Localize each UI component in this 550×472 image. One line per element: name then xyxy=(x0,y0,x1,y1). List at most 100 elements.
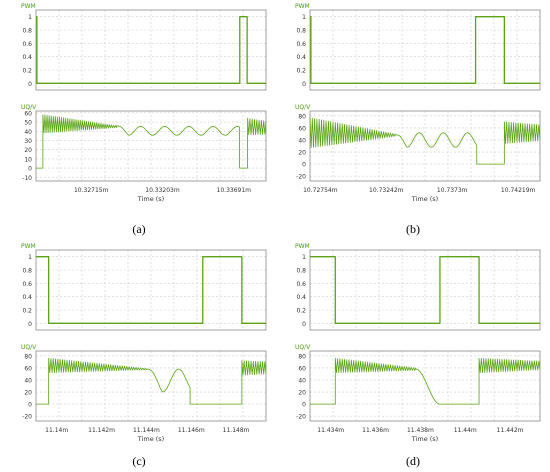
x-tick-label: 11.44m xyxy=(454,427,477,434)
chart-panel-d: 1 0.8 0.6 0.4 0.2 0 PWM 80 60 40 20 0 -20 UQ/V 11.434m… xyxy=(278,242,548,443)
y-tick-label: -20 xyxy=(22,414,32,421)
chart-svg-b: 1 0.8 0.6 0.4 0.2 0 PWM 80 60 40 20 0 -20 UQ/V 10.7275… xyxy=(295,3,541,203)
y-tick-label: 0.2 xyxy=(22,308,32,315)
y-tick-label: 60 xyxy=(298,365,306,372)
x-tick-label: 10.73242m xyxy=(369,187,404,194)
uq-trace-d xyxy=(310,357,541,405)
y-tick-label: 0.2 xyxy=(296,68,306,75)
caption-c: (c) xyxy=(132,454,146,468)
x-tick-label: 11.442m xyxy=(497,427,524,434)
x-axis-label: Time (s) xyxy=(137,435,164,443)
x-tick-label: 11.144m xyxy=(133,427,160,434)
y-tick-label: 80 xyxy=(24,353,32,360)
y-tick-label: -20 xyxy=(296,174,306,181)
x-tick-label: 11.142m xyxy=(88,427,115,434)
plot-frame-top xyxy=(309,249,541,331)
plot-frame-top xyxy=(35,9,267,91)
y-tick-label: 80 xyxy=(298,353,306,360)
pwm-trace-a xyxy=(36,16,266,84)
y-tick-label: 60 xyxy=(24,365,32,372)
x-tick-label: 10.74219m xyxy=(501,187,536,194)
y-tick-label: 1 xyxy=(28,254,32,261)
x-tick-label: 11.436m xyxy=(362,427,389,434)
y-tick-label: 20 xyxy=(298,150,306,157)
y-tick-label: -20 xyxy=(296,414,306,421)
y-tick-label: 0.6 xyxy=(296,41,306,48)
series-label-top: PWM xyxy=(21,243,36,250)
chart-panel-a: 1 0.8 0.6 0.4 0.2 0 PWM 60 50 40 30 20 10 0 -10 UQ/V 10.… xyxy=(4,2,274,203)
y-tick-label: 0.2 xyxy=(296,308,306,315)
y-tick-label: 0.8 xyxy=(22,28,32,35)
y-tick-label: 0 xyxy=(28,166,32,173)
x-tick-label: 10.33691m xyxy=(217,187,252,194)
y-tick-label: 0.4 xyxy=(296,294,306,301)
x-tick-label: 10.72754m xyxy=(303,187,338,194)
y-tick-label: 0 xyxy=(28,402,32,409)
y-tick-label: -10 xyxy=(22,175,32,182)
y-tick-label: 50 xyxy=(24,120,32,127)
y-tick-label: 40 xyxy=(298,377,306,384)
y-tick-label: 20 xyxy=(24,147,32,154)
pwm-trace-d xyxy=(310,256,540,324)
x-tick-label: 11.438m xyxy=(407,427,434,434)
uq-trace-b xyxy=(309,117,541,165)
series-label-bottom: UQ/V xyxy=(21,344,37,351)
plot-frame-top xyxy=(35,249,267,331)
y-tick-label: 0.8 xyxy=(296,268,306,275)
uq-trace-a xyxy=(36,114,267,169)
series-label-top: PWM xyxy=(295,3,310,10)
y-tick-label: 20 xyxy=(298,390,306,397)
uq-trace-c xyxy=(36,357,267,405)
y-tick-label: 10 xyxy=(24,156,32,163)
y-tick-label: 0.8 xyxy=(22,268,32,275)
plot-frame-bottom xyxy=(309,350,541,422)
y-tick-label: 1 xyxy=(302,14,306,21)
series-label-top: PWM xyxy=(295,243,310,250)
y-tick-label: 20 xyxy=(24,390,32,397)
y-tick-label: 80 xyxy=(298,113,306,120)
x-axis-label: Time (s) xyxy=(137,195,164,203)
series-label-bottom: UQ/V xyxy=(295,104,311,111)
y-tick-label: 0 xyxy=(302,162,306,169)
y-tick-label: 60 xyxy=(298,125,306,132)
y-tick-label: 0 xyxy=(28,321,32,328)
y-tick-label: 0 xyxy=(302,402,306,409)
y-tick-label: 40 xyxy=(24,377,32,384)
series-label-bottom: UQ/V xyxy=(21,104,37,111)
y-tick-label: 40 xyxy=(24,129,32,136)
x-axis-label: Time (s) xyxy=(411,195,438,203)
y-tick-label: 0 xyxy=(302,321,306,328)
y-tick-label: 1 xyxy=(302,254,306,261)
chart-panel-c: 1 0.8 0.6 0.4 0.2 0 PWM 80 60 40 20 0 -20 UQ/V 11.14m 1… xyxy=(4,242,274,443)
x-tick-label: 10.7373m xyxy=(437,187,468,194)
y-tick-label: 40 xyxy=(298,137,306,144)
series-label-top: PWM xyxy=(21,3,36,10)
x-tick-label: 10.33203m xyxy=(145,187,180,194)
caption-b: (b) xyxy=(406,222,420,236)
y-tick-label: 0.4 xyxy=(22,54,32,61)
caption-a: (a) xyxy=(132,222,146,236)
chart-svg-d: 1 0.8 0.6 0.4 0.2 0 PWM 80 60 40 20 0 -20 UQ/V 11.434m… xyxy=(295,243,541,443)
pwm-trace-b xyxy=(310,16,540,84)
y-tick-label: 30 xyxy=(24,138,32,145)
plot-frame-bottom xyxy=(35,350,267,422)
y-tick-label: 0.6 xyxy=(22,41,32,48)
y-tick-label: 1 xyxy=(28,14,32,21)
y-tick-label: 0.4 xyxy=(296,54,306,61)
y-tick-label: 0 xyxy=(28,81,32,88)
chart-panel-b: 1 0.8 0.6 0.4 0.2 0 PWM 80 60 40 20 0 -20 UQ/V 10.7275… xyxy=(278,2,548,203)
y-tick-label: 60 xyxy=(24,110,32,117)
y-tick-label: 0.6 xyxy=(296,281,306,288)
x-tick-label: 11.148m xyxy=(223,427,250,434)
chart-svg-a: 1 0.8 0.6 0.4 0.2 0 PWM 60 50 40 30 20 10 0 -10 UQ/V 10.… xyxy=(21,3,267,203)
caption-d: (d) xyxy=(406,454,420,468)
y-tick-label: 0.2 xyxy=(22,68,32,75)
plot-frame-bottom xyxy=(35,110,267,182)
plot-frame-top xyxy=(309,9,541,91)
y-tick-label: 0.4 xyxy=(22,294,32,301)
pwm-trace-c xyxy=(36,256,266,324)
plot-frame-bottom xyxy=(309,110,541,182)
x-tick-label: 10.32715m xyxy=(74,187,109,194)
x-tick-label: 11.14m xyxy=(45,427,68,434)
x-tick-label: 11.146m xyxy=(178,427,205,434)
